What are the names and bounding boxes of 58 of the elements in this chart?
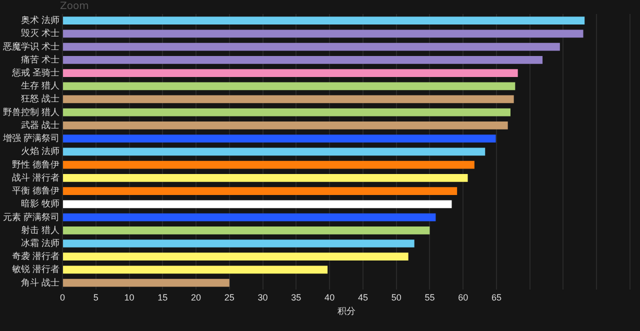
y-tick-label: 毁灭 术士: [20, 28, 60, 38]
bar: [63, 200, 452, 208]
bar: [63, 82, 516, 90]
bar: [63, 160, 474, 169]
x-axis-title: 积分: [337, 306, 356, 316]
bar: [63, 108, 510, 116]
bar: [63, 122, 508, 130]
bar: [63, 266, 328, 274]
y-tick-label: 武器 战士: [20, 120, 60, 130]
bar: [63, 278, 230, 287]
y-tick-label: 野性 德鲁伊: [12, 159, 60, 170]
bar: [63, 187, 458, 195]
y-tick-label: 冰霜 法师: [20, 238, 60, 248]
x-tick-label: 55: [424, 292, 435, 302]
x-tick-label: 10: [124, 292, 134, 302]
y-tick-label: 野兽控制 猎人: [2, 106, 60, 117]
y-tick-label: 奇袭 潜行者: [12, 251, 60, 262]
bar: [63, 69, 518, 77]
bar: [63, 148, 486, 156]
bar: [63, 240, 414, 248]
x-tick-label: 40: [324, 292, 335, 302]
bar: [63, 56, 543, 64]
x-tick-label: 65: [491, 292, 502, 302]
x-tick-label: 50: [391, 292, 402, 302]
bar: [63, 30, 584, 38]
x-tick-label: 0: [60, 292, 66, 302]
y-tick-label: 恶魔学识 术士: [2, 41, 60, 52]
bar: [63, 134, 496, 143]
x-tick-label: 30: [258, 292, 268, 302]
bar: [63, 252, 408, 261]
y-tick-label: 狂怒 战士: [20, 94, 60, 104]
bar: [63, 174, 468, 182]
x-tick-label: 5: [93, 292, 98, 302]
bar: [63, 226, 430, 234]
y-tick-label: 奥术 法师: [20, 15, 60, 26]
bar: [63, 213, 436, 222]
y-tick-label: 暗影 牧师: [20, 198, 60, 209]
y-tick-label: 平衡 德鲁伊: [12, 186, 60, 196]
y-tick-label: 射击 猎人: [20, 224, 60, 235]
bar: [63, 16, 585, 24]
x-tick-label: 45: [358, 292, 368, 302]
y-tick-label: 惩戒 圣骑士: [10, 68, 60, 78]
y-tick-label: 火焰 法师: [20, 146, 60, 156]
y-tick-label: 战斗 潜行者: [12, 172, 60, 182]
y-tick-label: 痛苦 术士: [20, 54, 60, 64]
bar: [63, 42, 560, 51]
x-tick-label: 60: [458, 292, 468, 302]
y-tick-label: 增强 萨满祭司: [2, 133, 60, 144]
y-tick-label: 敏锐 潜行者: [12, 264, 60, 274]
bar: [63, 95, 514, 104]
x-tick-label: 25: [224, 292, 234, 302]
text: Zoom: [60, 1, 89, 12]
y-tick-label: 元素 萨满祭司: [2, 212, 60, 222]
x-tick-label: 20: [191, 292, 202, 302]
y-tick-label: 角斗 战士: [20, 277, 60, 288]
x-tick-label: 15: [158, 292, 168, 302]
y-tick-label: 生存 猎人: [20, 80, 60, 91]
x-tick-label: 35: [291, 292, 302, 302]
